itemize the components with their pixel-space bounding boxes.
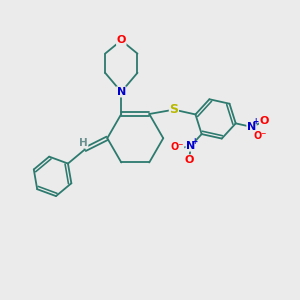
Text: S: S (169, 103, 178, 116)
Text: +: + (252, 117, 259, 126)
Text: O: O (184, 155, 194, 165)
Text: N: N (186, 141, 195, 151)
Text: +: + (191, 136, 198, 146)
Text: O⁻: O⁻ (170, 142, 184, 152)
Text: O: O (260, 116, 269, 126)
Text: N: N (117, 87, 126, 97)
Text: H: H (79, 138, 88, 148)
Text: O⁻: O⁻ (254, 131, 267, 141)
Text: O: O (117, 35, 126, 45)
Text: N: N (247, 122, 256, 132)
